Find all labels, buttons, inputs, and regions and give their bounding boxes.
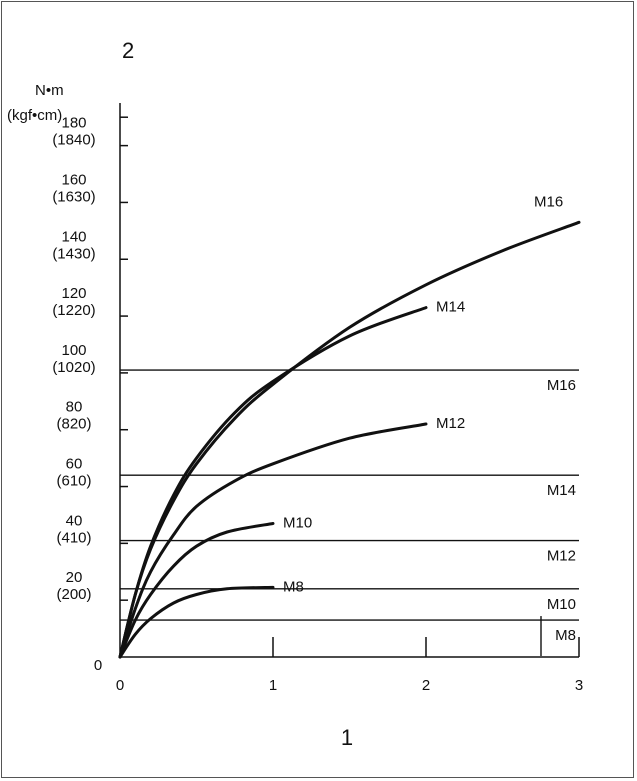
axes: [119, 103, 580, 658]
y-tick-label-100: 100: [61, 342, 86, 359]
y-tick-sublabel-100: (1020): [52, 359, 95, 376]
curves: M8 M10 M12 M14 M16: [118, 193, 581, 659]
y-origin-label: 0: [94, 657, 102, 674]
y-unit-label: N•m: [35, 82, 64, 99]
ref-line-label-m12: M12: [547, 548, 576, 565]
x-tick-label-0: 0: [116, 677, 124, 694]
curve-label-m12: M12: [436, 415, 465, 432]
y-tick-label-80: 80: [66, 399, 83, 416]
curve-label-m16: M16: [534, 193, 563, 210]
curve-m16: [118, 220, 581, 659]
y-tick-labels: 20(200) 40(410) 60(610) 80(820) 100(1020) 120…: [52, 115, 95, 604]
y-tick-sublabel-80: (820): [56, 416, 91, 433]
y-tick-sublabel-180: (1840): [52, 132, 95, 149]
curve-label-m10: M10: [283, 514, 312, 531]
curve-label-m14: M14: [436, 299, 465, 316]
y-tick-label-180: 180: [61, 115, 86, 132]
y-tick-sublabel-160: (1630): [52, 188, 95, 205]
y-tick-sublabel-20: (200): [56, 586, 91, 603]
x-axis-label: 1: [341, 725, 353, 750]
curve-m12: [118, 422, 428, 659]
y-tick-sublabel-140: (1430): [52, 245, 95, 262]
y-tick-sublabel-120: (1220): [52, 302, 95, 319]
curve-m8: [118, 585, 275, 659]
curve-m10: [118, 522, 275, 659]
x-tick-label-2: 2: [422, 677, 430, 694]
y-tick-label-160: 160: [61, 171, 86, 188]
y-tick-label-40: 40: [66, 512, 83, 529]
ref-line-label-m14: M14: [547, 482, 576, 499]
curve-m14: [118, 306, 428, 659]
ref-line-label-m16: M16: [547, 377, 576, 394]
y-tick-label-60: 60: [66, 456, 83, 473]
y-tick-sublabel-40: (410): [56, 529, 91, 546]
curve-label-m8: M8: [283, 578, 304, 595]
y-tick-label-20: 20: [66, 569, 83, 586]
reference-lines: M8 M10 M12 M14 M16: [120, 369, 579, 656]
corner-label: 2: [122, 38, 134, 63]
y-unit-sublabel: (kgf•cm): [7, 107, 62, 124]
x-tick-label-3: 3: [575, 677, 583, 694]
x-tick-labels: 0 1 2 3: [116, 677, 583, 694]
y-tick-label-140: 140: [61, 228, 86, 245]
ref-line-label-m10: M10: [547, 596, 576, 613]
ref-line-label-m8: M8: [555, 627, 576, 644]
y-tick-sublabel-60: (610): [56, 473, 91, 490]
x-tick-label-1: 1: [269, 677, 277, 694]
y-tick-label-120: 120: [61, 285, 86, 302]
